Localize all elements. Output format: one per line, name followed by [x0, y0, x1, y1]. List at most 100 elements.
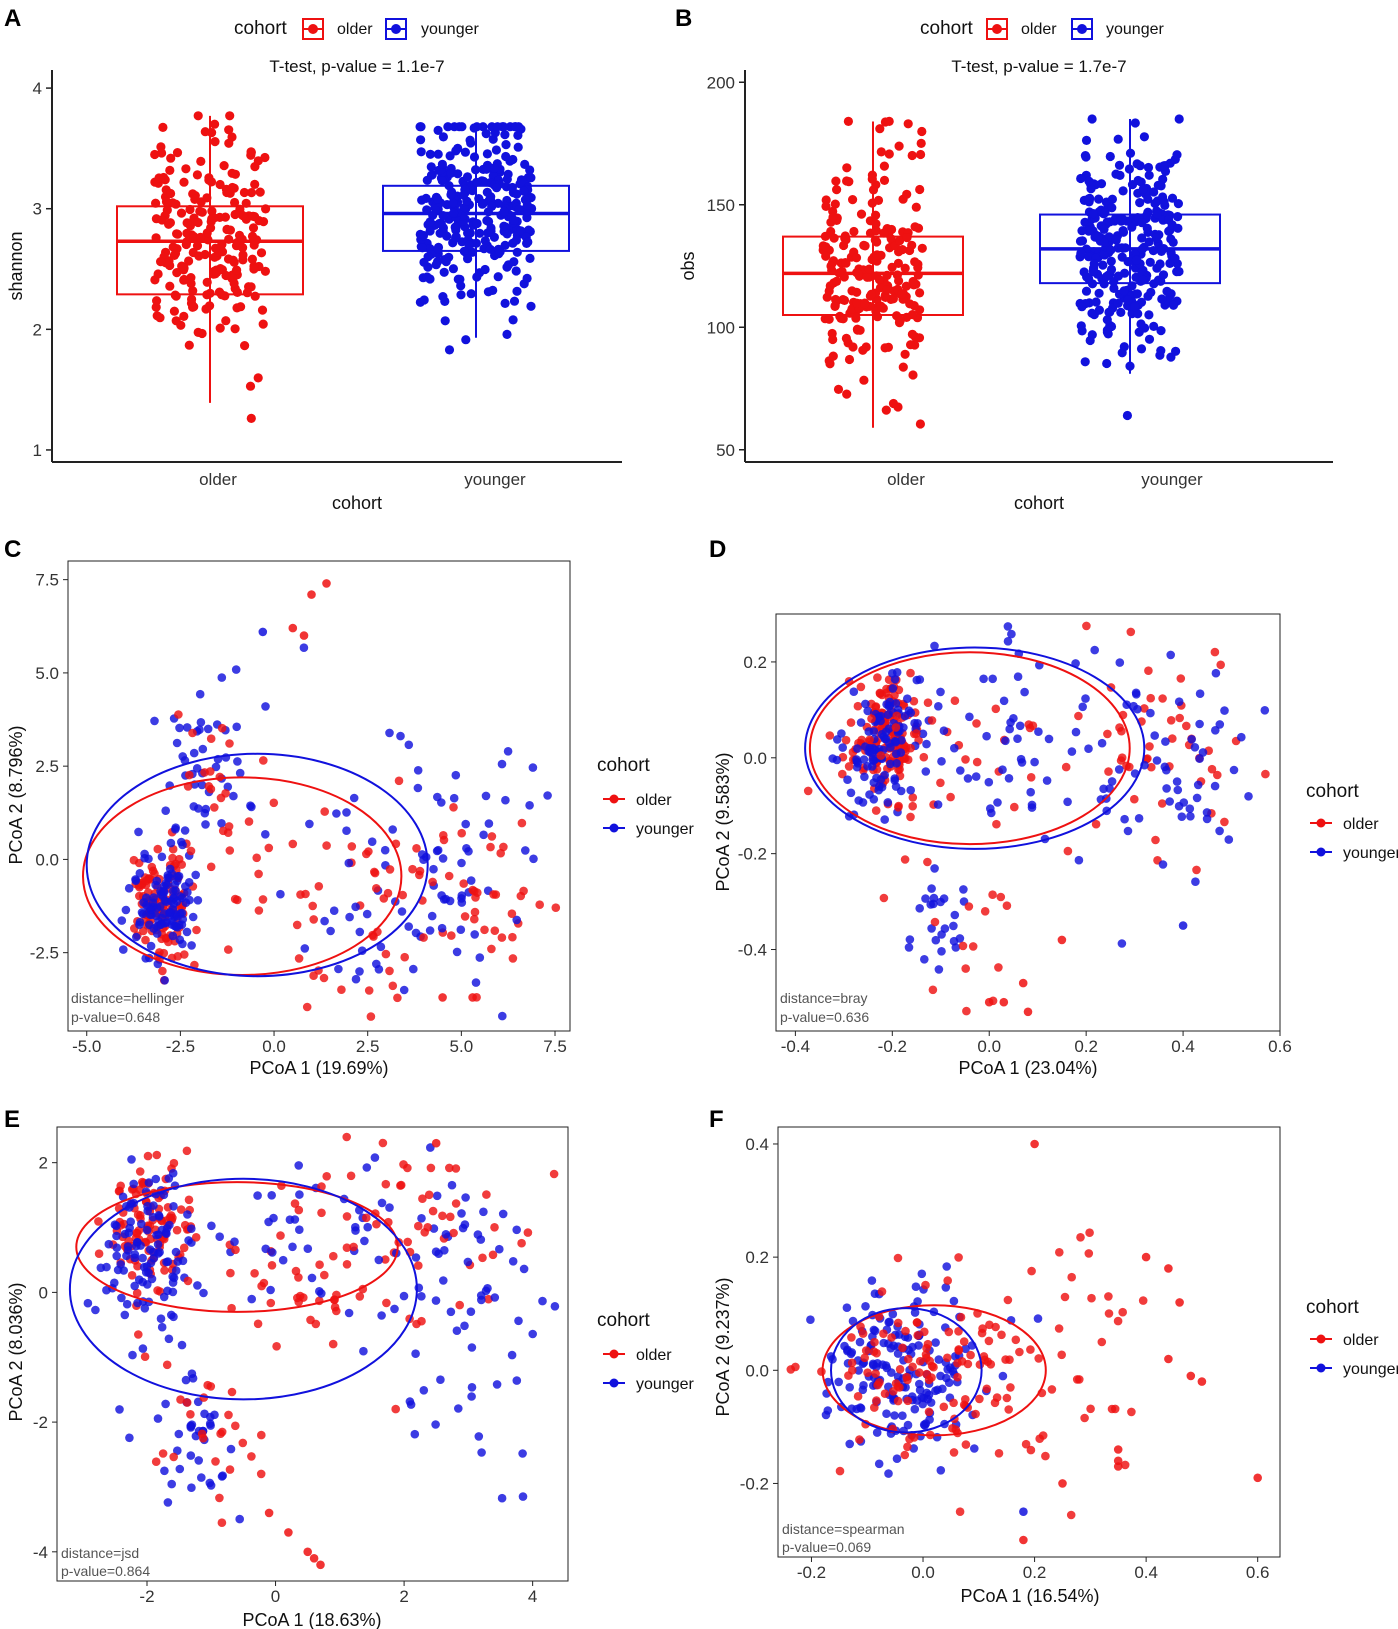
data-point — [228, 255, 238, 265]
data-point — [930, 641, 939, 651]
data-point — [272, 1342, 281, 1351]
data-point — [1176, 674, 1186, 683]
data-point — [902, 1372, 911, 1382]
data-point — [1148, 246, 1158, 256]
data-point — [489, 163, 500, 173]
x-tick-label: 0 — [271, 1587, 280, 1606]
x-tick-label: 0.6 — [1268, 1037, 1292, 1056]
data-point — [205, 301, 215, 311]
y-tick-label: 2.5 — [35, 757, 59, 776]
data-point — [912, 1318, 922, 1327]
legend-title: cohort — [920, 18, 974, 39]
data-point — [900, 711, 910, 721]
data-point — [1144, 170, 1154, 180]
data-point — [843, 116, 854, 126]
data-point — [866, 289, 877, 299]
data-point — [138, 1253, 147, 1263]
data-point — [851, 253, 862, 263]
data-point — [939, 726, 949, 735]
data-point — [965, 712, 974, 722]
data-point — [152, 876, 162, 886]
data-point — [909, 301, 919, 311]
data-point — [439, 267, 449, 277]
data-point — [847, 1358, 857, 1368]
data-point — [153, 1286, 162, 1295]
data-point — [268, 1248, 277, 1257]
data-point — [138, 909, 148, 919]
data-point — [322, 1172, 332, 1181]
data-point — [294, 1273, 303, 1282]
data-point — [238, 1438, 248, 1448]
data-point — [362, 909, 372, 919]
data-point — [903, 694, 912, 703]
data-point — [538, 1296, 547, 1306]
data-point — [522, 200, 532, 210]
data-point — [936, 687, 945, 697]
data-point — [893, 1253, 903, 1263]
data-point — [1076, 321, 1086, 331]
distance-note: distance=jsd — [61, 1545, 139, 1561]
data-point — [410, 1429, 420, 1439]
data-point — [880, 343, 890, 353]
data-point — [257, 305, 268, 315]
data-point — [1075, 1375, 1084, 1384]
data-point — [166, 153, 176, 163]
data-point — [459, 190, 469, 200]
data-point — [489, 890, 498, 899]
data-point — [253, 156, 263, 166]
data-point — [942, 1373, 951, 1383]
data-point — [135, 869, 145, 878]
data-point — [183, 1210, 192, 1219]
data-point — [416, 147, 426, 157]
data-point — [1138, 1296, 1148, 1305]
data-point — [1220, 817, 1229, 827]
data-point — [1027, 800, 1037, 810]
data-point — [927, 924, 936, 933]
data-point — [165, 165, 175, 175]
data-point — [894, 141, 904, 151]
data-point — [233, 757, 242, 766]
data-point — [141, 935, 150, 945]
data-point — [364, 986, 374, 995]
data-point — [895, 1365, 905, 1374]
data-point — [869, 1347, 879, 1356]
data-point — [1157, 294, 1167, 304]
data-point — [217, 819, 226, 828]
data-point — [1172, 150, 1182, 160]
data-point — [1093, 231, 1103, 241]
data-point — [349, 1242, 358, 1252]
data-point — [342, 1260, 352, 1269]
x-tick-label: 2 — [399, 1587, 408, 1606]
legend-key-younger — [603, 823, 625, 833]
data-point — [1173, 199, 1183, 209]
data-point — [403, 1163, 412, 1173]
data-point — [865, 735, 874, 745]
data-point — [305, 819, 314, 829]
data-point — [971, 772, 981, 781]
data-point — [1190, 743, 1200, 752]
data-point — [884, 149, 894, 159]
data-point — [426, 1163, 436, 1173]
x-tick-label: -0.2 — [797, 1563, 826, 1582]
data-point — [1167, 193, 1178, 203]
data-point — [1030, 1139, 1039, 1149]
data-point — [406, 1400, 416, 1409]
data-point — [160, 1466, 169, 1476]
data-point — [171, 1266, 181, 1275]
data-point — [152, 296, 162, 306]
data-point — [188, 912, 198, 922]
legend-label-younger: younger — [1106, 21, 1164, 38]
data-point — [201, 820, 210, 829]
data-point — [258, 895, 268, 904]
data-point — [455, 1300, 465, 1310]
data-point — [1143, 227, 1153, 237]
data-point — [328, 1339, 338, 1349]
panel-letter-e: E — [4, 1106, 20, 1133]
data-point — [859, 755, 869, 764]
data-point — [454, 1404, 463, 1413]
data-point — [900, 1450, 910, 1460]
x-tick-label: 0.0 — [262, 1037, 286, 1056]
data-point — [971, 1409, 980, 1419]
data-point — [1115, 170, 1125, 180]
data-point — [413, 766, 423, 775]
